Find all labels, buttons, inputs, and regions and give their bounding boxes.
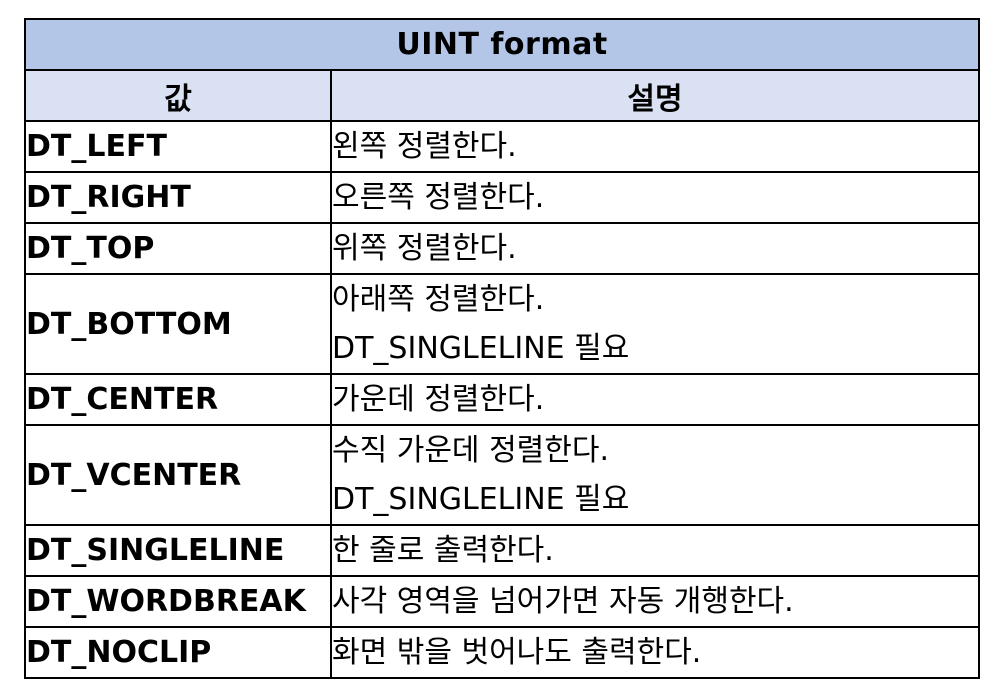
- table-title: UINT format: [24, 18, 980, 71]
- description-line: 사각 영역을 넘어가면 자동 개행한다.: [332, 584, 794, 619]
- table-row: DT_VCENTER 수직 가운데 정렬한다. DT_SINGLELINE 필요: [24, 424, 980, 526]
- header-row: 값 설명: [24, 69, 980, 122]
- description-line: DT_SINGLELINE 필요: [332, 331, 630, 366]
- description-line: 왼쪽 정렬한다.: [332, 129, 517, 164]
- description-cell: 사각 영역을 넘어가면 자동 개행한다.: [330, 575, 980, 628]
- value-cell: DT_SINGLELINE: [24, 524, 332, 577]
- description-line: 화면 밖을 벗어나도 출력한다.: [332, 635, 702, 670]
- table-row: DT_NOCLIP 화면 밖을 벗어나도 출력한다.: [24, 626, 980, 679]
- description-line: 가운데 정렬한다.: [332, 382, 545, 417]
- description-cell: 수직 가운데 정렬한다. DT_SINGLELINE 필요: [330, 424, 980, 526]
- value-cell: DT_BOTTOM: [24, 273, 332, 375]
- description-cell: 가운데 정렬한다.: [330, 373, 980, 426]
- description-line: DT_SINGLELINE 필요: [332, 482, 630, 517]
- value-cell: DT_LEFT: [24, 120, 332, 173]
- value-cell: DT_TOP: [24, 222, 332, 275]
- value-cell: DT_VCENTER: [24, 424, 332, 526]
- description-cell: 위쪽 정렬한다.: [330, 222, 980, 275]
- uint-format-table: UINT format 값 설명 DT_LEFT 왼쪽 정렬한다. DT_RIG…: [24, 18, 980, 679]
- description-line: 위쪽 정렬한다.: [332, 231, 517, 266]
- description-line: 한 줄로 출력한다.: [332, 533, 554, 568]
- description-cell: 왼쪽 정렬한다.: [330, 120, 980, 173]
- value-cell: DT_RIGHT: [24, 171, 332, 224]
- table-row: DT_BOTTOM 아래쪽 정렬한다. DT_SINGLELINE 필요: [24, 273, 980, 375]
- table-row: DT_LEFT 왼쪽 정렬한다.: [24, 120, 980, 173]
- description-cell: 화면 밖을 벗어나도 출력한다.: [330, 626, 980, 679]
- description-line: 오른쪽 정렬한다.: [332, 180, 545, 215]
- description-cell: 아래쪽 정렬한다. DT_SINGLELINE 필요: [330, 273, 980, 375]
- description-cell: 한 줄로 출력한다.: [330, 524, 980, 577]
- title-row: UINT format: [24, 18, 980, 71]
- table-row: DT_RIGHT 오른쪽 정렬한다.: [24, 171, 980, 224]
- table-row: DT_TOP 위쪽 정렬한다.: [24, 222, 980, 275]
- table-row: DT_WORDBREAK 사각 영역을 넘어가면 자동 개행한다.: [24, 575, 980, 628]
- header-description: 설명: [330, 69, 980, 122]
- table-row: DT_SINGLELINE 한 줄로 출력한다.: [24, 524, 980, 577]
- value-cell: DT_WORDBREAK: [24, 575, 332, 628]
- table-row: DT_CENTER 가운데 정렬한다.: [24, 373, 980, 426]
- table-title-text: UINT format: [396, 27, 608, 62]
- description-line: 아래쪽 정렬한다.: [332, 282, 545, 317]
- description-cell: 오른쪽 정렬한다.: [330, 171, 980, 224]
- header-value: 값: [24, 69, 332, 122]
- description-line: 수직 가운데 정렬한다.: [332, 433, 610, 468]
- value-cell: DT_CENTER: [24, 373, 332, 426]
- value-cell: DT_NOCLIP: [24, 626, 332, 679]
